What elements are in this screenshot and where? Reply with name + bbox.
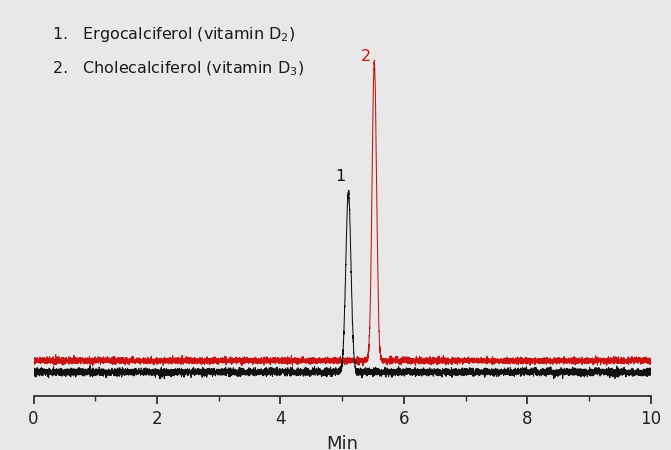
X-axis label: Min: Min [326, 435, 358, 450]
Text: 2: 2 [361, 50, 371, 64]
Text: 1: 1 [336, 169, 346, 184]
Text: 2.   Cholecalciferol (vitamin D$_3$): 2. Cholecalciferol (vitamin D$_3$) [52, 59, 304, 78]
Text: 1.   Ergocalciferol (vitamin D$_2$): 1. Ergocalciferol (vitamin D$_2$) [52, 25, 295, 44]
